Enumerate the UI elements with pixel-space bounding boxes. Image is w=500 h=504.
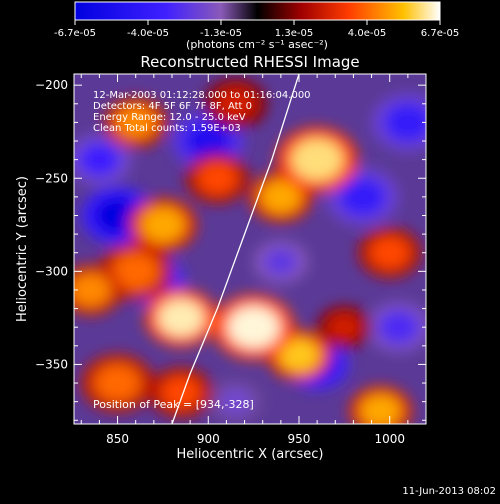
- axes: 850 900 950 1000 −200 −250 −300 −350: [35, 74, 427, 446]
- colorbar-tick-label: 4.0e-05: [348, 28, 386, 39]
- intensity-blob: [227, 305, 280, 349]
- intensity-blob: [291, 138, 344, 181]
- x-tick-label: 1000: [374, 432, 405, 446]
- solar-limb-curve: [171, 74, 300, 424]
- intensity-blob: [185, 122, 232, 160]
- intensity-blob: [94, 364, 141, 402]
- intensity-blob: [160, 375, 202, 409]
- intensity-blob: [215, 87, 256, 121]
- intensity-blob: [278, 338, 320, 372]
- colorbar-tick-label: 1.3e-05: [275, 28, 313, 39]
- intensity-blob: [326, 313, 362, 342]
- colorbar-tick-label: 6.7e-05: [421, 28, 459, 39]
- x-axis-label: Heliocentric X (arcsec): [177, 447, 324, 462]
- annotation-line: Energy Range: 12.0 - 25.0 keV: [93, 112, 246, 123]
- intensity-blob: [369, 236, 411, 270]
- intensity-blob: [112, 252, 159, 291]
- annotation-line: Clean Total counts: 1.59E+03: [93, 123, 241, 134]
- chart-title: Reconstructed RHESSI Image: [140, 53, 359, 71]
- colorbar-tick-label: -1.3e-05: [200, 28, 242, 39]
- colorbar-tick-label: -6.7e-05: [54, 28, 96, 39]
- y-tick-label: −200: [35, 78, 68, 92]
- intensity-blob: [360, 394, 401, 424]
- x-tick-label: 900: [197, 432, 220, 446]
- generated-timestamp: 11-Jun-2013 08:02: [402, 486, 496, 497]
- intensity-blob: [339, 178, 386, 216]
- x-tick-label: 950: [288, 432, 311, 446]
- plot-frame: [73, 73, 427, 425]
- intensity-blob: [74, 273, 111, 307]
- intensity-blob: [141, 207, 185, 243]
- intensity-blob: [384, 103, 426, 142]
- annotation-block: 12-Mar-2003 01:12:28.000 to 01:16:04.000…: [93, 90, 311, 134]
- colorbar-ticks: -6.7e-05 -4.0e-05 -1.3e-05 1.3e-05 4.0e-05 6.…: [54, 20, 459, 39]
- y-tick-label: −350: [35, 357, 68, 371]
- y-tick-label: −300: [35, 264, 68, 278]
- x-tick-label: 850: [106, 432, 129, 446]
- annotation-line: Detectors: 4F 5F 6F 7F 8F, Att 0: [93, 101, 252, 112]
- intensity-blob: [157, 299, 205, 337]
- peak-position-label: Position of Peak = [934,-328]: [93, 398, 254, 411]
- colorbar-tick-label: -4.0e-05: [127, 28, 169, 39]
- intensity-blob: [260, 180, 302, 214]
- intensity-blob: [263, 247, 299, 277]
- intensity-blob: [218, 387, 253, 416]
- intensity-blob: [115, 105, 157, 139]
- intensity-blob: [197, 161, 238, 195]
- intensity-map: [74, 78, 426, 424]
- intensity-blob: [79, 143, 120, 177]
- y-axis-label: Heliocentric Y (arcsec): [15, 176, 30, 322]
- intensity-blob: [378, 310, 420, 344]
- y-tick-label: −250: [35, 171, 68, 185]
- colorbar: [74, 1, 441, 21]
- annotation-line: 12-Mar-2003 01:12:28.000 to 01:16:04.000: [93, 90, 311, 101]
- colorbar-unit-label: (photons cm⁻² s⁻¹ asec⁻²): [186, 38, 328, 51]
